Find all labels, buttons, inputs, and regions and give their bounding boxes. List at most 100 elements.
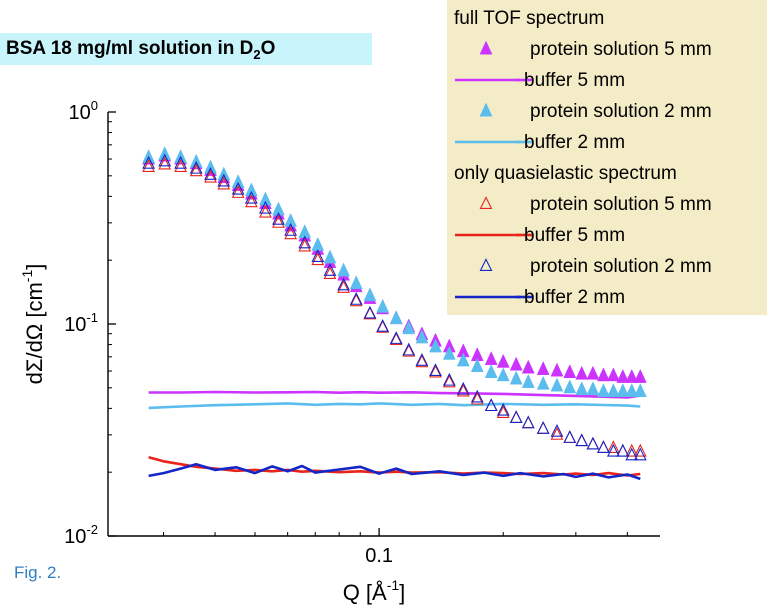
data-point	[231, 181, 245, 195]
data-point	[142, 159, 155, 172]
x-tick-label: 0.1	[365, 545, 393, 567]
legend-header: full TOF spectrum	[454, 8, 604, 29]
legend-label: buffer 2 mm	[524, 287, 625, 308]
data-point	[521, 415, 535, 429]
data-point	[363, 306, 377, 320]
data-point	[323, 266, 337, 280]
y-tick-label: 100	[69, 98, 98, 124]
data-point	[284, 226, 298, 240]
data-point	[376, 318, 390, 332]
legend: full TOF spectrum protein solution 5 mm bu…	[454, 8, 712, 308]
data-point	[429, 338, 442, 353]
data-point	[323, 249, 337, 264]
data-point	[244, 194, 258, 208]
data-point	[550, 424, 564, 437]
data-point	[607, 383, 620, 398]
data-point	[442, 374, 456, 388]
legend-swatch-marker	[479, 196, 493, 209]
data-point	[607, 367, 620, 382]
data-point	[456, 381, 470, 395]
data-point	[550, 377, 564, 392]
legend-swatch-marker	[479, 40, 493, 55]
series-7	[148, 462, 641, 481]
data-point	[429, 364, 442, 378]
data-point	[389, 310, 403, 325]
data-point	[389, 331, 403, 344]
data-point	[337, 262, 350, 277]
data-point	[616, 383, 630, 398]
data-point	[311, 249, 325, 262]
data-point	[158, 146, 172, 160]
legend-swatch-marker	[479, 258, 493, 271]
data-point	[633, 383, 647, 398]
data-point	[586, 365, 600, 380]
axes: 100 10-1 10-2 0.1 Q [Å-1] dΣ/dΩ [cm-1]	[19, 98, 660, 605]
data-point	[509, 356, 523, 371]
data-point	[204, 167, 217, 180]
data-point	[521, 374, 535, 388]
data-point	[298, 238, 312, 252]
chart-title-background	[0, 33, 372, 65]
data-point	[563, 430, 577, 443]
data-point	[509, 410, 523, 424]
data-point	[607, 443, 620, 457]
legend-label: protein solution 5 mm	[530, 39, 712, 60]
data-point	[402, 320, 416, 335]
legend-label: protein solution 2 mm	[530, 101, 712, 122]
data-point	[456, 352, 470, 367]
y-tick-label: 10-1	[64, 310, 98, 336]
data-point	[349, 275, 363, 290]
data-point	[597, 367, 610, 382]
data-point	[349, 292, 363, 305]
data-point	[607, 440, 620, 453]
legend-header: only quasielastic spectrum	[454, 163, 677, 184]
data-point	[633, 447, 647, 461]
data-point	[298, 235, 312, 249]
series-5	[148, 456, 641, 477]
data-point	[521, 415, 535, 429]
data-point	[217, 176, 231, 190]
data-point	[204, 159, 217, 174]
series-6	[142, 153, 647, 461]
data-point	[496, 405, 510, 419]
data-point	[470, 391, 484, 405]
data-point	[597, 440, 610, 453]
data-point	[484, 351, 498, 365]
legend-label: buffer 5 mm	[524, 225, 625, 246]
data-point	[272, 212, 285, 225]
data-point	[311, 236, 325, 251]
data-point	[484, 364, 498, 379]
legend-background	[447, 0, 767, 315]
data-point	[231, 185, 245, 198]
series-line	[148, 390, 641, 399]
data-point	[259, 204, 272, 218]
data-point	[536, 421, 550, 434]
data-point	[456, 383, 470, 397]
data-point	[142, 155, 155, 169]
legend-label: buffer 5 mm	[524, 70, 625, 91]
data-point	[363, 287, 377, 302]
data-point	[189, 163, 203, 177]
data-point	[625, 447, 639, 461]
data-point	[484, 398, 498, 412]
series-line	[148, 402, 641, 410]
series-line	[148, 462, 641, 481]
data-point	[442, 372, 456, 386]
data-point	[349, 293, 363, 307]
series-3	[148, 402, 641, 410]
data-point	[586, 436, 600, 450]
data-point	[625, 443, 639, 457]
series-line	[148, 456, 641, 477]
data-point	[376, 298, 390, 313]
data-point	[536, 375, 550, 390]
data-point	[521, 359, 535, 374]
x-axis-label: Q [Å-1]	[343, 577, 406, 605]
data-point	[496, 353, 510, 368]
data-point	[189, 153, 203, 168]
data-point	[509, 410, 523, 424]
data-point	[174, 159, 187, 172]
data-point	[586, 381, 600, 396]
data-point	[633, 368, 647, 383]
y-axis-label: dΣ/dΩ [cm-1]	[19, 264, 47, 385]
